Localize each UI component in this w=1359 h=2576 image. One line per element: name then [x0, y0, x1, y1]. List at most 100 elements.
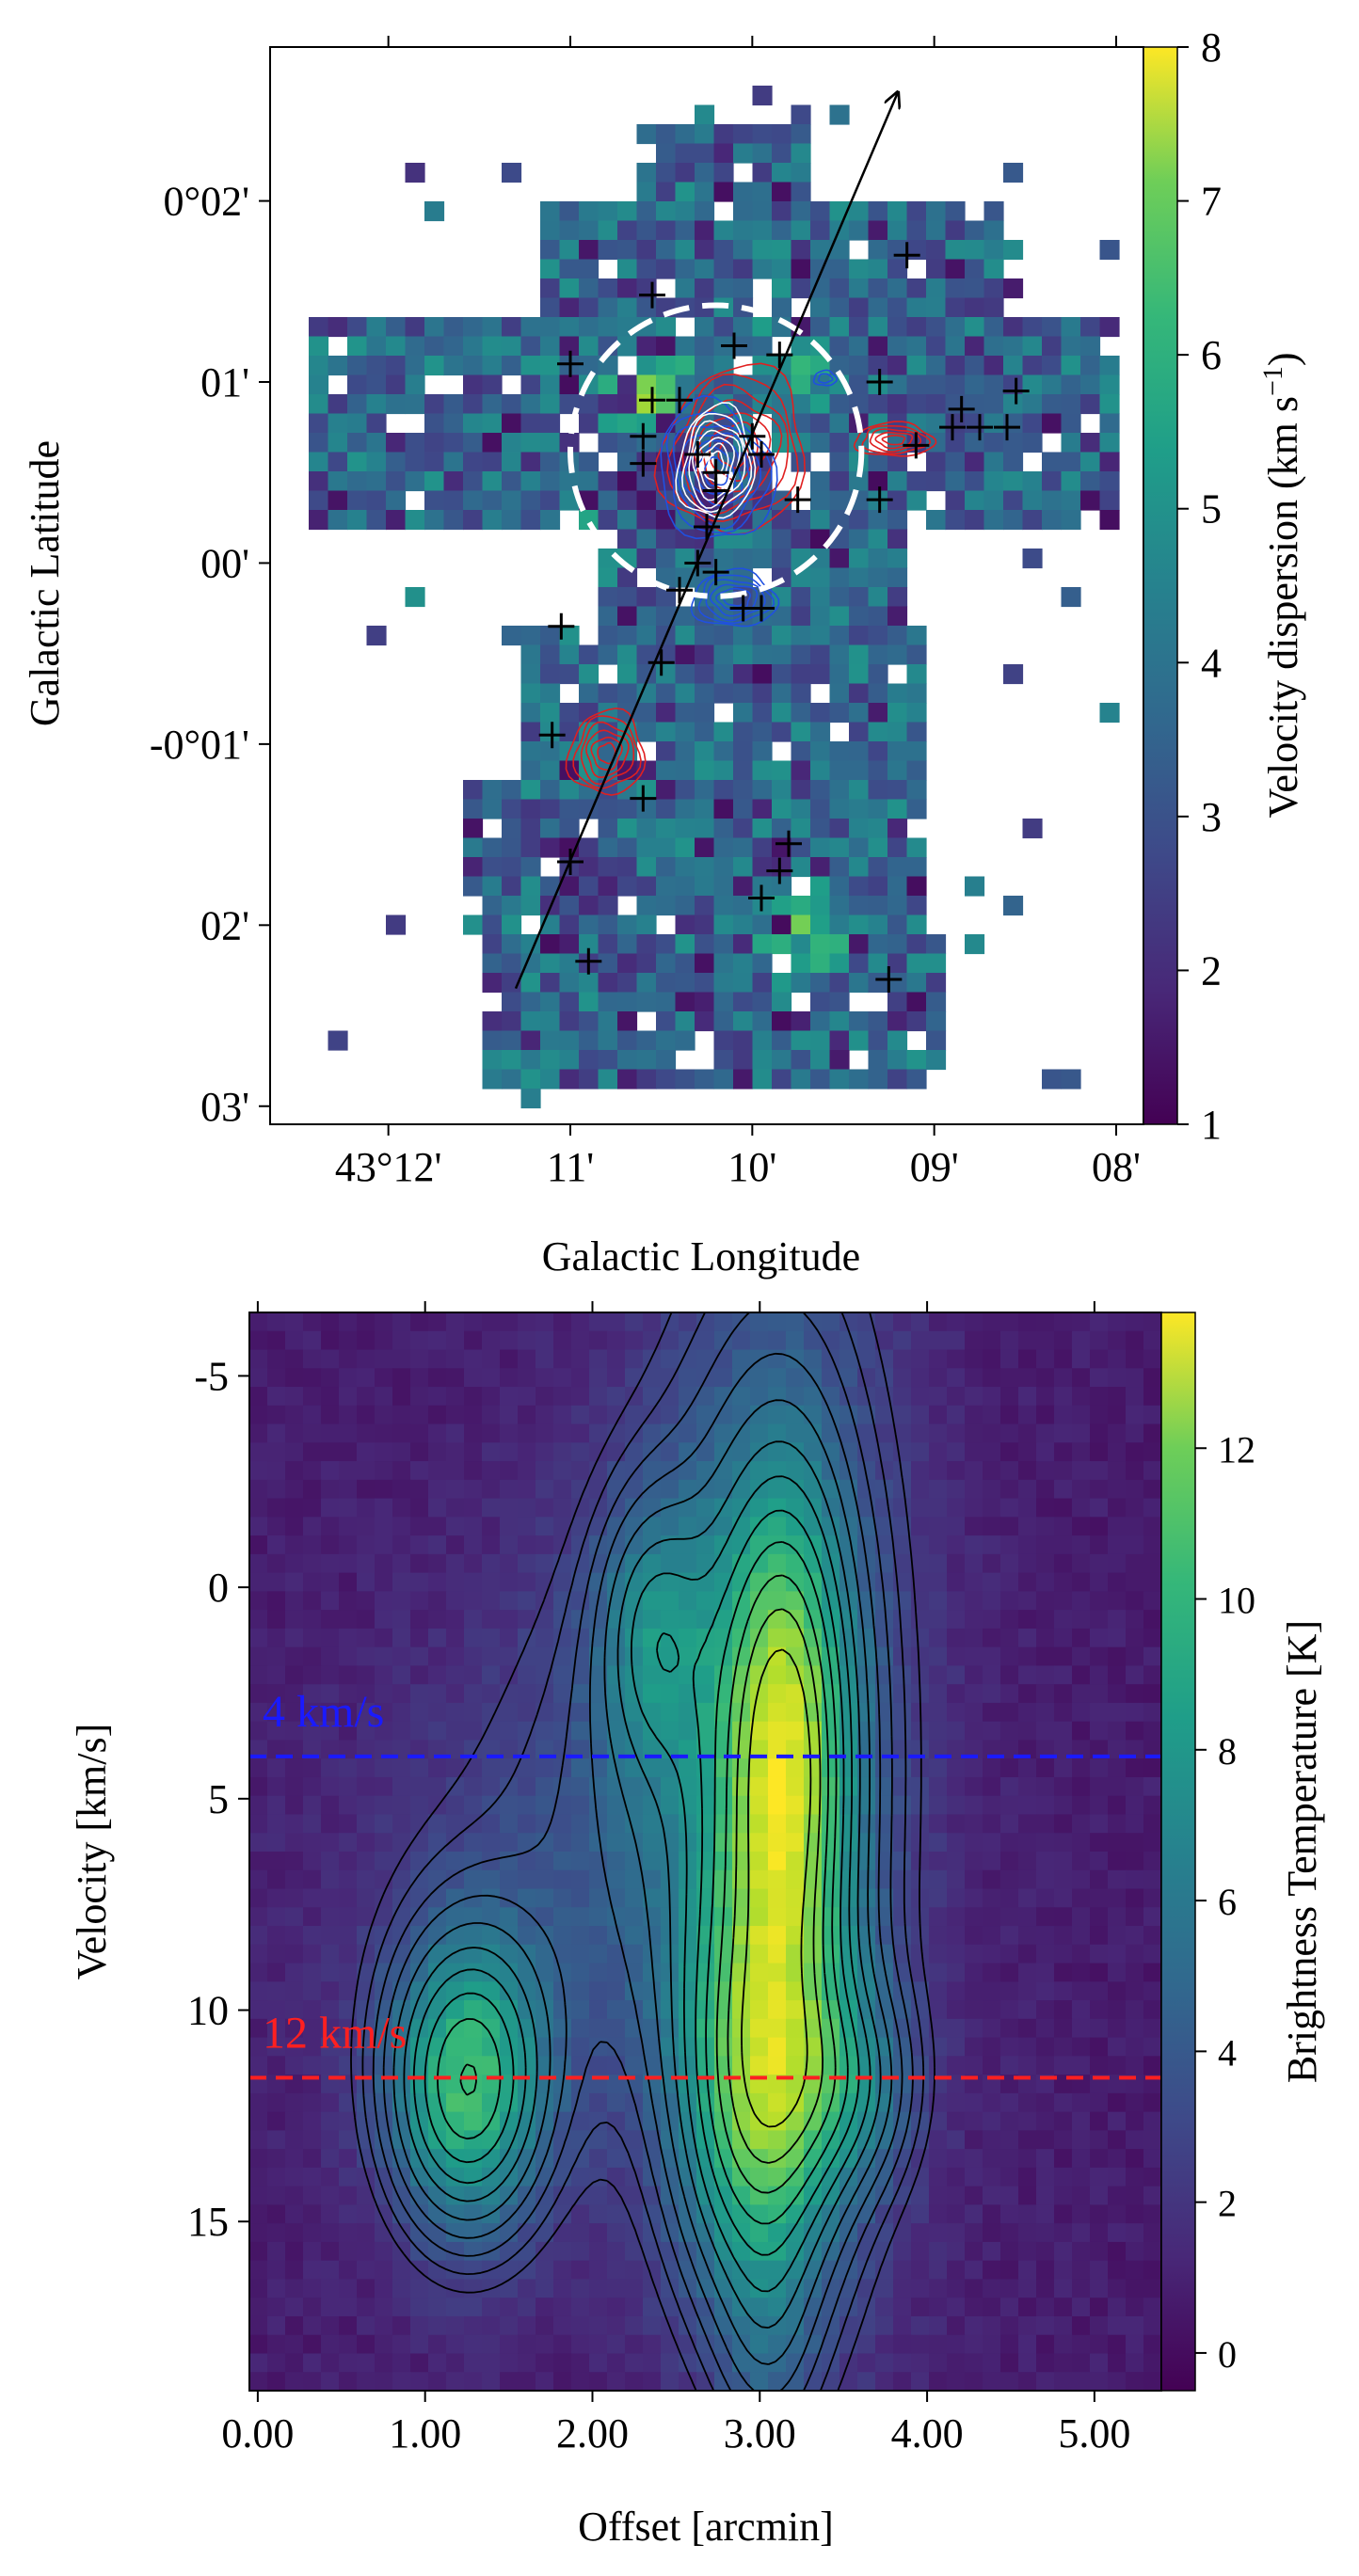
dispersion-pixel — [675, 914, 695, 935]
dispersion-pixel — [1099, 490, 1120, 511]
pv-pixel — [321, 1869, 340, 1890]
pv-pixel — [839, 2315, 858, 2336]
dispersion-pixel — [752, 1069, 773, 1089]
pv-pixel — [428, 2372, 447, 2391]
dispersion-pixel — [502, 394, 522, 415]
pv-pixel — [768, 1852, 787, 1871]
dispersion-pixel — [791, 741, 811, 762]
pv-pixel — [750, 2092, 769, 2113]
pv-pixel — [536, 2111, 554, 2131]
pv-pixel — [1072, 1572, 1091, 1592]
pv-pixel — [1090, 1479, 1109, 1500]
pv-pixel — [822, 2056, 840, 2075]
pv-pixel — [804, 1628, 823, 1648]
pv-pixel — [661, 1628, 680, 1648]
dispersion-pixel — [829, 317, 850, 338]
pv-pixel — [553, 1461, 572, 1481]
pv-pixel — [285, 1869, 304, 1890]
pv-pixel — [607, 2241, 626, 2262]
pv-pixel — [947, 1852, 966, 1871]
pv-pixel — [267, 1572, 286, 1592]
pv-pixel — [1054, 1553, 1073, 1574]
pv-pixel — [1054, 1479, 1073, 1500]
dispersion-pixel — [520, 626, 541, 646]
pv-pixel — [1108, 1684, 1127, 1704]
pv-pixel — [464, 1833, 483, 1852]
pv-pixel — [1090, 1610, 1109, 1630]
dispersion-pixel — [617, 857, 638, 878]
pv-pixel — [249, 1461, 268, 1481]
dispersion-pixel — [675, 1030, 695, 1051]
dispersion-pixel — [1003, 336, 1024, 357]
pv-pixel — [1072, 2241, 1091, 2262]
pv-pixel — [446, 1349, 465, 1369]
outflow-contour — [817, 373, 834, 384]
dispersion-pixel — [713, 876, 734, 897]
dispersion-pixel — [829, 433, 850, 453]
pv-pixel — [661, 1610, 680, 1630]
pv-pixel — [589, 1423, 608, 1443]
pv-pixel — [965, 1442, 983, 1462]
pv-pixel — [661, 1572, 680, 1592]
pv-pixel — [750, 1981, 769, 2001]
pv-pixel — [536, 1814, 554, 1834]
pv-pixel — [1108, 1963, 1127, 1982]
pv-pixel — [553, 2334, 572, 2355]
pv-pixel — [768, 2334, 787, 2355]
pv-pixel — [1072, 1591, 1091, 1611]
pv-pixel — [750, 2298, 769, 2317]
pv-pixel — [1072, 1442, 1091, 1462]
pv-pixel — [625, 1405, 644, 1425]
pv-pixel — [321, 2204, 340, 2224]
dispersion-pixel — [1099, 703, 1120, 724]
pv-pixel — [679, 1368, 697, 1388]
pv-pixel — [267, 2149, 286, 2169]
dispersion-pixel — [733, 626, 754, 646]
pv-pixel — [303, 2130, 322, 2150]
pv-pixel — [822, 1684, 840, 1704]
pv-pixel — [321, 2130, 340, 2150]
pv-pixel — [410, 1572, 429, 1592]
pv-pixel — [965, 1888, 983, 1908]
offset-ticks: 0.00 1.00 2.00 3.00 4.00 5.00 — [221, 1301, 1130, 2457]
dispersion-pixel — [887, 760, 908, 781]
dispersion-pixel — [617, 626, 638, 646]
dispersion-pixel — [559, 664, 580, 685]
pv-pixel — [983, 1572, 1001, 1592]
dispersion-pixel — [617, 934, 638, 955]
pv-pixel — [786, 1888, 805, 1908]
pv-pixel — [1126, 1684, 1144, 1704]
dispersion-pixel — [366, 356, 387, 376]
pv-pixel — [482, 1517, 501, 1536]
dispersion-pixel — [463, 819, 484, 839]
latitude-tick-label: 0°02' — [163, 179, 249, 225]
pv-pixel — [410, 1702, 429, 1723]
pv-pixel — [643, 2241, 662, 2262]
pv-pixel — [1018, 2018, 1037, 2039]
dispersion-pixel — [733, 876, 754, 897]
pv-pixel — [303, 1888, 322, 1908]
dispersion-pixel — [713, 857, 734, 878]
dispersion-pixel — [695, 240, 715, 261]
pv-pixel — [750, 2186, 769, 2206]
dispersion-pixel — [617, 297, 638, 318]
pv-pixel — [1072, 2353, 1091, 2373]
pv-pixel — [911, 1517, 930, 1536]
pv-pixel — [625, 1479, 644, 1500]
pv-pixel — [321, 1833, 340, 1852]
pv-pixel — [947, 1833, 966, 1852]
pv-pixel — [518, 2241, 536, 2262]
pv-pixel — [464, 1869, 483, 1890]
pv-pixel — [392, 1498, 411, 1518]
pv-pixel — [321, 1740, 340, 1759]
pv-pixel — [1126, 2279, 1144, 2298]
dispersion-pixel — [675, 703, 695, 724]
pv-pixel — [625, 1572, 644, 1592]
source-marker — [748, 440, 775, 468]
dispersion-pixel — [656, 722, 677, 742]
dispersion-pixel — [656, 992, 677, 1012]
pv-pixel — [428, 2186, 447, 2206]
pv-pixel — [1054, 1944, 1073, 1964]
pv-pixel — [249, 2372, 268, 2391]
pv-pixel — [1108, 2223, 1127, 2243]
